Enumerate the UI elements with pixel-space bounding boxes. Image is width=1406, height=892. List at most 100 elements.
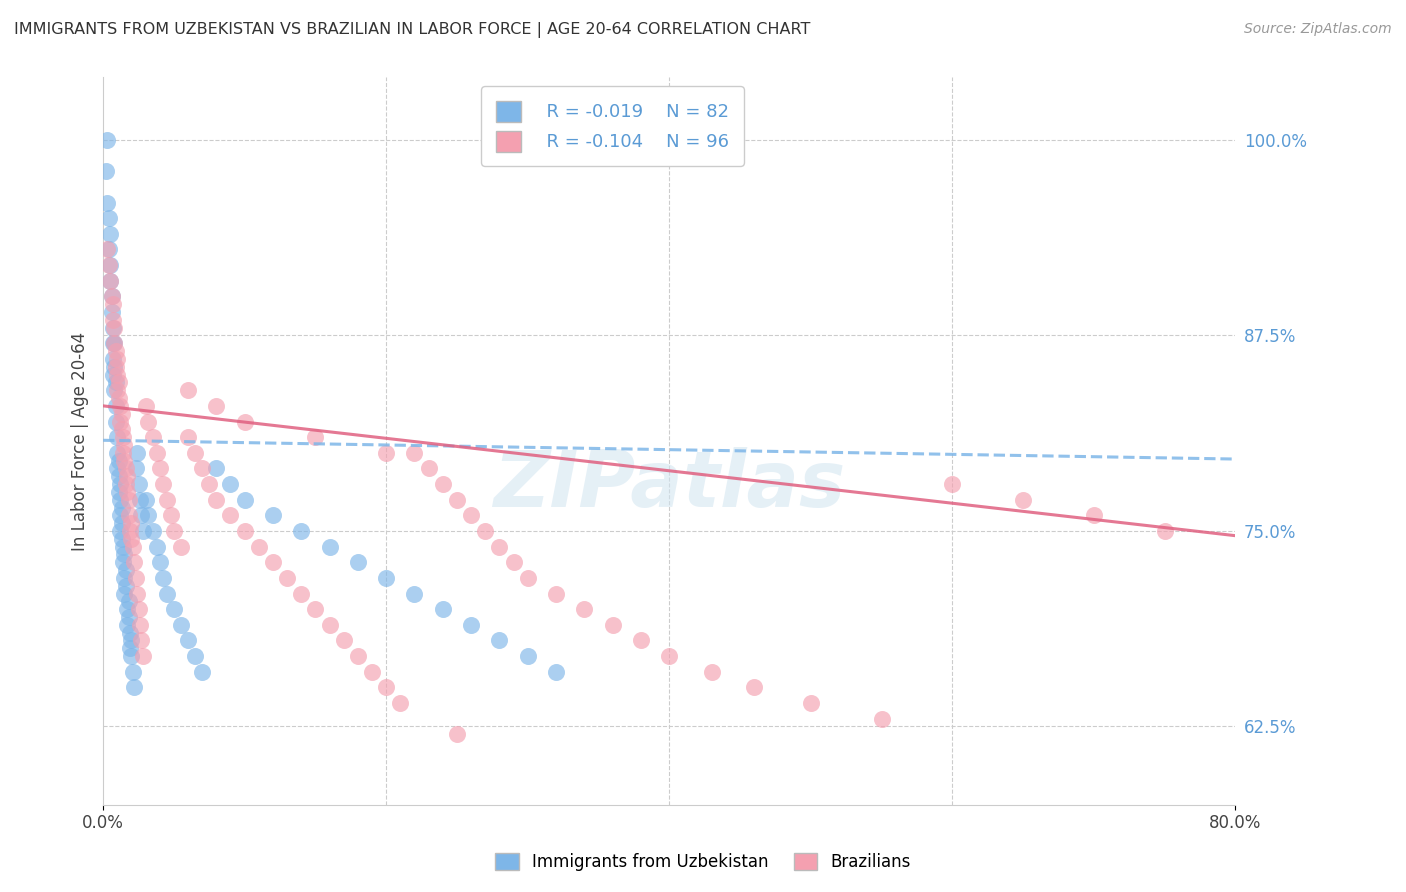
Point (276, 571, 298, 585)
Point (107, 376, 129, 390)
Point (262, 508, 284, 523)
Point (118, 625, 141, 640)
Point (103, 359, 125, 374)
Point (474, 524, 496, 538)
Point (700, 665, 723, 679)
Point (110, 500, 132, 515)
Point (446, 492, 468, 507)
Point (488, 633, 510, 648)
Point (110, 422, 132, 436)
Point (135, 399, 157, 413)
Point (121, 540, 143, 554)
Point (96, 195, 118, 210)
Point (170, 540, 193, 554)
Point (94, 164, 117, 178)
Point (170, 617, 193, 632)
Point (104, 399, 127, 413)
Point (101, 336, 124, 351)
Point (1083, 508, 1105, 523)
Text: ZIPatlas: ZIPatlas (494, 447, 845, 523)
Point (105, 351, 128, 366)
Point (128, 477, 150, 491)
Point (98, 227, 121, 241)
Point (347, 649, 370, 664)
Point (108, 415, 131, 429)
Point (98, 258, 121, 272)
Point (191, 461, 214, 475)
Legend:   R = -0.019    N = 82,   R = -0.104    N = 96: R = -0.019 N = 82, R = -0.104 N = 96 (481, 87, 744, 166)
Point (117, 594, 139, 608)
Point (120, 633, 142, 648)
Point (101, 351, 124, 366)
Point (101, 368, 124, 382)
Point (120, 532, 142, 546)
Point (127, 586, 149, 600)
Point (404, 446, 426, 460)
Point (602, 617, 624, 632)
Point (488, 540, 510, 554)
Point (107, 391, 129, 405)
Point (658, 649, 681, 664)
Point (105, 383, 128, 397)
Point (110, 407, 132, 421)
Point (98, 274, 121, 288)
Point (233, 415, 256, 429)
Point (304, 602, 326, 616)
Point (118, 641, 141, 656)
Point (103, 320, 125, 334)
Point (121, 665, 143, 679)
Point (131, 508, 153, 523)
Point (347, 555, 370, 569)
Point (101, 297, 124, 311)
Point (142, 430, 165, 444)
Point (124, 571, 146, 585)
Point (96, 243, 118, 257)
Point (111, 446, 134, 460)
Point (156, 586, 179, 600)
Point (122, 555, 145, 569)
Point (129, 617, 152, 632)
Point (418, 461, 440, 475)
Point (104, 344, 127, 359)
Legend: Immigrants from Uzbekistan, Brazilians: Immigrants from Uzbekistan, Brazilians (486, 845, 920, 880)
Point (114, 579, 136, 593)
Point (1153, 524, 1175, 538)
Point (114, 563, 136, 577)
Point (375, 446, 398, 460)
Point (107, 484, 129, 499)
Point (110, 516, 132, 531)
Point (233, 492, 256, 507)
Point (96, 133, 118, 147)
Point (114, 477, 136, 491)
Point (460, 617, 482, 632)
Point (247, 540, 270, 554)
Point (111, 430, 134, 444)
Point (516, 649, 538, 664)
Point (112, 548, 135, 562)
Point (118, 524, 141, 538)
Point (574, 602, 596, 616)
Point (108, 508, 131, 523)
Point (544, 586, 567, 600)
Point (131, 633, 153, 648)
Point (870, 712, 893, 726)
Point (152, 477, 174, 491)
Point (375, 681, 398, 695)
Point (135, 492, 157, 507)
Point (112, 571, 135, 585)
Point (361, 665, 384, 679)
Point (97, 211, 120, 226)
Point (132, 649, 155, 664)
Text: IMMIGRANTS FROM UZBEKISTAN VS BRAZILIAN IN LABOR FORCE | AGE 20-64 CORRELATION C: IMMIGRANTS FROM UZBEKISTAN VS BRAZILIAN … (14, 22, 810, 38)
Point (389, 696, 412, 710)
Point (105, 461, 128, 475)
Text: Source: ZipAtlas.com: Source: ZipAtlas.com (1244, 22, 1392, 37)
Point (432, 602, 454, 616)
Point (115, 469, 138, 483)
Point (160, 508, 183, 523)
Point (112, 453, 135, 467)
Point (115, 484, 138, 499)
Point (502, 555, 524, 569)
Point (127, 446, 149, 460)
Point (800, 696, 823, 710)
